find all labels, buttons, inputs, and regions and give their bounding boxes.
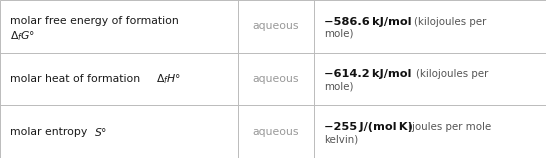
Text: $\Delta_f G°$: $\Delta_f G°$ [10, 29, 35, 43]
Text: $\Delta_f H°$: $\Delta_f H°$ [156, 72, 181, 86]
Text: mole): mole) [324, 29, 353, 39]
Text: (kilojoules per: (kilojoules per [416, 70, 488, 79]
Text: (kilojoules per: (kilojoules per [414, 17, 486, 27]
Text: −586.6 kJ/mol: −586.6 kJ/mol [324, 17, 411, 27]
Text: −614.2 kJ/mol: −614.2 kJ/mol [324, 70, 411, 79]
Text: kelvin): kelvin) [324, 134, 358, 144]
Text: $S°$: $S°$ [94, 126, 108, 138]
Text: molar entropy: molar entropy [10, 127, 91, 137]
Text: aqueous: aqueous [252, 127, 299, 137]
Text: molar free energy of formation: molar free energy of formation [10, 16, 179, 26]
Text: −255 J/(mol K): −255 J/(mol K) [324, 122, 413, 132]
Text: mole): mole) [324, 81, 353, 91]
Text: aqueous: aqueous [252, 74, 299, 84]
Text: molar heat of formation: molar heat of formation [10, 74, 144, 84]
Text: aqueous: aqueous [252, 21, 299, 31]
Text: (joules per mole: (joules per mole [408, 122, 491, 132]
